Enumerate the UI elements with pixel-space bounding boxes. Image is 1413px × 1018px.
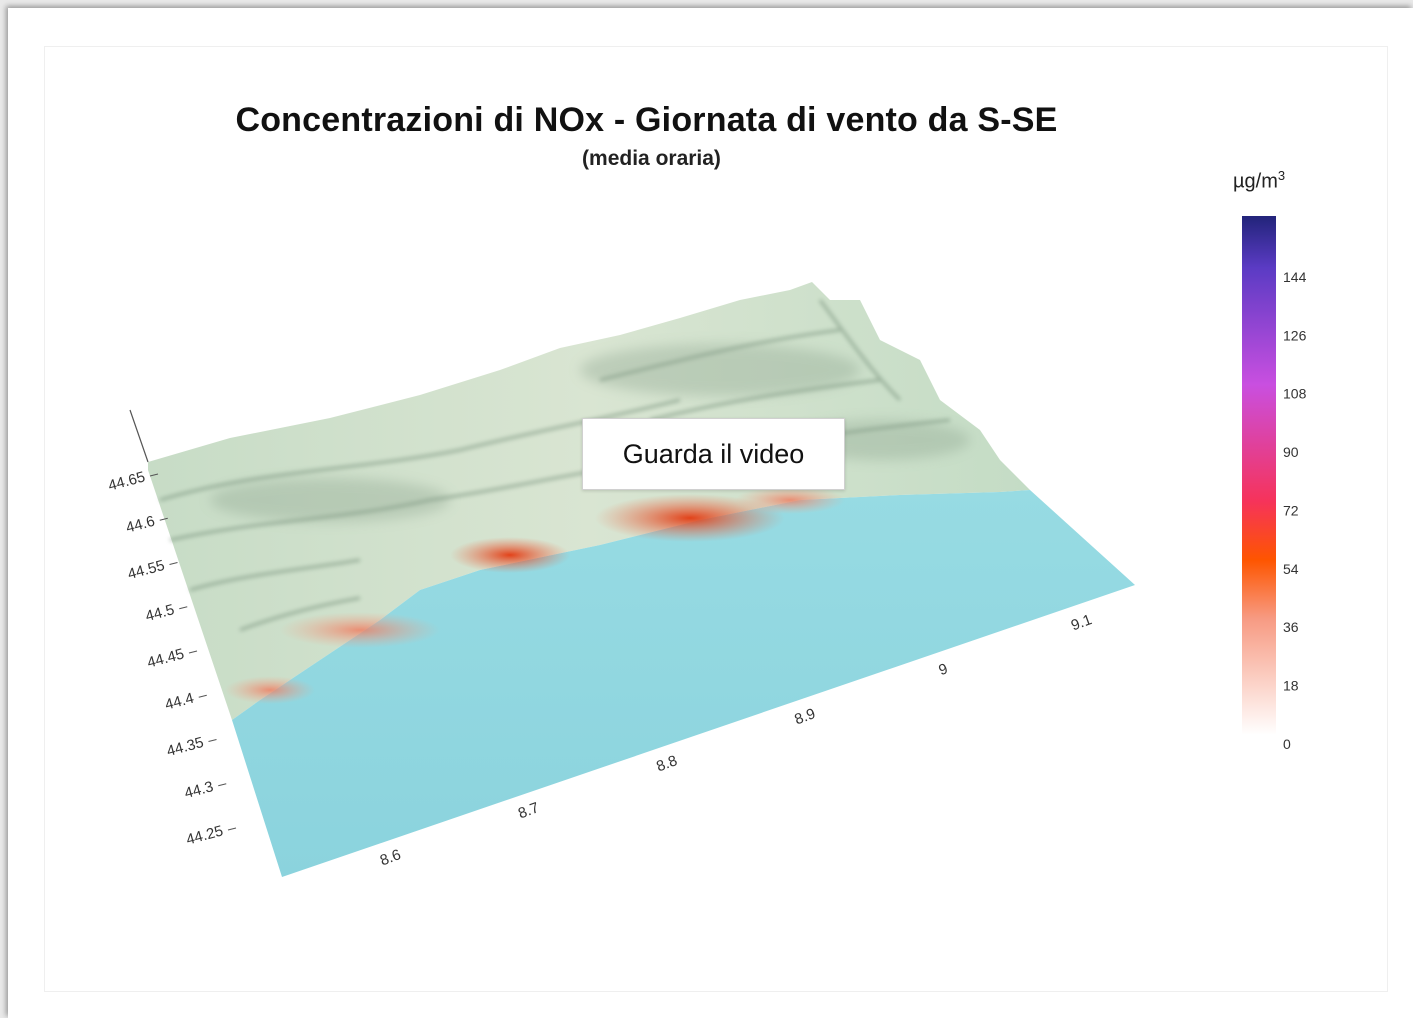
y-tick-label: 44.45 xyxy=(145,645,186,671)
x-tick-label: 8.9 xyxy=(792,705,817,728)
watch-video-button[interactable]: Guarda il video xyxy=(582,418,845,490)
colorbar-unit: µg/m3 xyxy=(1233,168,1286,193)
colorbar-tick-label: 0 xyxy=(1283,736,1291,752)
z-axis-line xyxy=(129,409,149,463)
nox-hotspots xyxy=(225,486,845,704)
colorbar-tick-label: 36 xyxy=(1283,619,1299,635)
y-tick-label: 44.25 xyxy=(184,822,225,848)
terrain-surface xyxy=(148,282,1030,720)
y-tick-mark xyxy=(149,473,159,477)
colorbar-tick-label: 108 xyxy=(1283,386,1307,402)
colorbar-tick-label: 126 xyxy=(1283,327,1307,343)
y-tick-mark xyxy=(208,739,217,742)
y-tick-mark xyxy=(227,827,237,831)
y-tick-mark xyxy=(159,517,168,521)
chart-subtitle: (media oraria) xyxy=(582,147,721,170)
y-tick-label: 44.5 xyxy=(144,601,177,625)
y-tick-label: 44.35 xyxy=(165,734,206,760)
colorbar-tick-label: 18 xyxy=(1283,678,1299,694)
x-tick-label: 8.6 xyxy=(378,846,403,869)
x-tick-label: 9.1 xyxy=(1069,611,1094,634)
chart-title: Concentrazioni di NOx - Giornata di vent… xyxy=(235,101,1058,139)
y-tick-label: 44.6 xyxy=(124,513,157,537)
colorbar xyxy=(1242,216,1276,735)
y-tick-mark xyxy=(179,606,188,610)
colorbar-tick-label: 54 xyxy=(1283,561,1299,577)
x-tick-label: 9 xyxy=(936,660,950,679)
x-tick-label: 8.8 xyxy=(654,752,679,775)
colorbar-tick-label: 144 xyxy=(1283,269,1307,285)
y-tick-label: 44.55 xyxy=(126,557,167,583)
y-tick-label: 44.65 xyxy=(106,468,147,494)
colorbar-ticks: 0 18 36 54 72 90 108 126 144 xyxy=(1283,269,1307,752)
y-tick-label: 44.4 xyxy=(163,690,196,714)
x-axis-ticks: 8.6 8.7 8.8 8.9 9 9.1 xyxy=(378,611,1094,869)
colorbar-tick-label: 72 xyxy=(1283,502,1299,518)
y-tick-mark xyxy=(169,562,178,565)
y-tick-mark xyxy=(188,650,198,654)
y-tick-mark xyxy=(218,783,227,787)
y-tick-mark xyxy=(198,694,207,698)
sea-surface xyxy=(232,490,1135,877)
x-tick-label: 8.7 xyxy=(516,799,541,822)
colorbar-tick-label: 90 xyxy=(1283,444,1299,460)
y-tick-label: 44.3 xyxy=(183,778,216,802)
